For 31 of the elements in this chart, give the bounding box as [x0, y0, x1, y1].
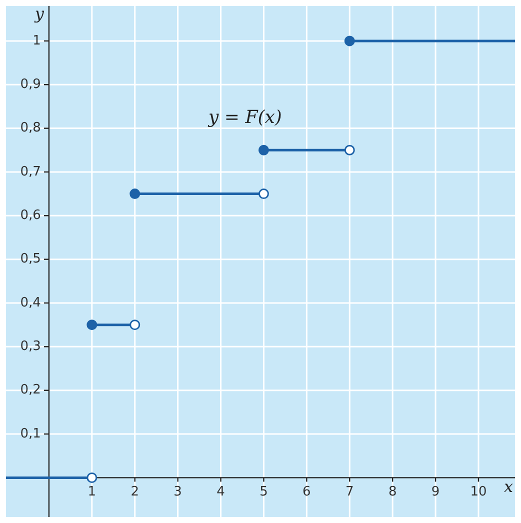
y-axis-title: y	[34, 4, 45, 24]
point	[258, 144, 269, 156]
x-tick-label: 4	[216, 484, 225, 500]
y-tick-label: 0,3	[20, 339, 41, 354]
x-tick-label: 8	[388, 484, 397, 500]
point	[86, 320, 98, 330]
x-tick-label: 10	[470, 484, 487, 500]
x-tick-label: 3	[174, 484, 182, 500]
y-tick-label: 0,9	[20, 76, 41, 92]
x-tick-label: 6	[302, 484, 311, 500]
x-tick-label: 7	[345, 484, 354, 500]
point	[130, 188, 140, 200]
y-tick-label: 0,7	[20, 164, 41, 180]
x-tick-label: 2	[130, 484, 139, 500]
point	[130, 320, 140, 330]
y-tick-label: 0,1	[20, 426, 41, 442]
y-tick-label: 0,5	[20, 252, 41, 267]
y-tick-label: 0,4	[20, 295, 41, 310]
x-axis-title: x	[504, 476, 513, 496]
x-tick-label: 5	[260, 484, 268, 500]
x-tick-label: 9	[431, 484, 440, 500]
point	[258, 188, 269, 200]
point	[86, 472, 98, 483]
point	[344, 36, 355, 46]
y-tick-label: 0,8	[20, 120, 41, 136]
y-tick-label: 0,2	[20, 382, 41, 398]
x-tick-label: 1	[88, 484, 96, 500]
y-tick-label: 1	[32, 33, 41, 48]
annotation: y = F(x)	[208, 107, 282, 128]
point	[344, 144, 355, 156]
y-tick-label: 0,6	[20, 208, 41, 224]
